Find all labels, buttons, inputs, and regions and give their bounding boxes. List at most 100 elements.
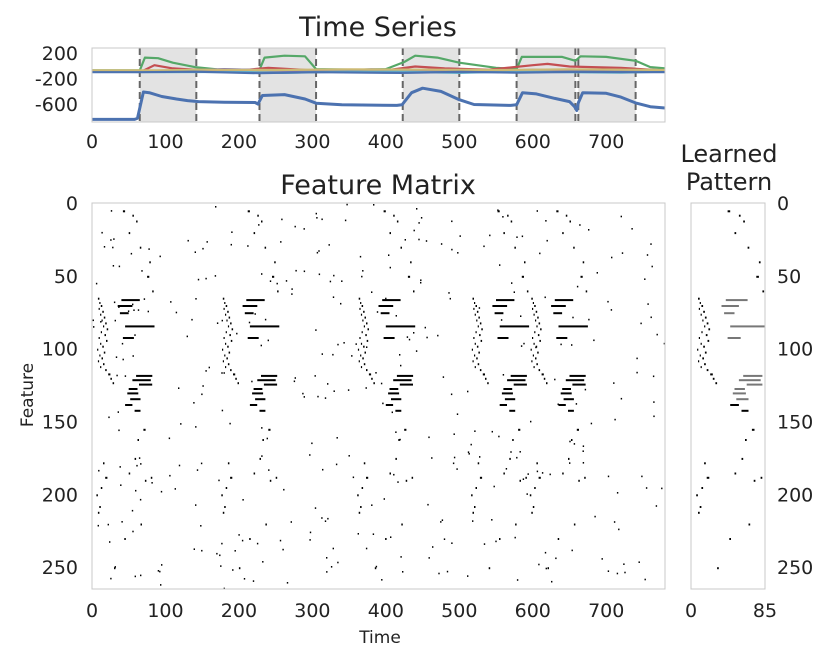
matrix-cell-147 — [360, 354, 362, 357]
matrix-noise-cell-60 — [256, 542, 259, 545]
matrix-noise-cell-261 — [103, 246, 106, 248]
matrix-cell-125 — [238, 567, 241, 570]
matrix-noise-cell-7 — [376, 311, 379, 313]
feature-matrix-y-ticks: 0 50 100 150 200 250 — [42, 193, 78, 579]
matrix-noise-cell-132 — [365, 387, 367, 389]
matrix-noise-cell-202 — [582, 450, 584, 452]
matrix-cell-289 — [569, 374, 586, 377]
matrix-noise-cell-5 — [161, 564, 163, 566]
matrix-noise-cell-148 — [389, 266, 391, 269]
matrix-cell-186 — [363, 462, 366, 465]
matrix-noise-cell-32 — [456, 468, 458, 470]
time-series-x-ticks: 0 100 200 300 400 500 600 700 — [86, 131, 624, 153]
matrix-cell-18 — [103, 351, 106, 354]
matrix-noise-cell-308 — [536, 210, 538, 212]
lp-y-tick-label: 100 — [777, 339, 813, 361]
matrix-cell-231 — [499, 404, 507, 406]
matrix-cell-30 — [125, 325, 155, 328]
matrix-noise-cell-296 — [309, 531, 312, 534]
matrix-noise-cell-322 — [395, 315, 397, 317]
matrix-cell-175 — [413, 290, 415, 293]
matrix-noise-cell-269 — [205, 370, 207, 372]
matrix-noise-cell-246 — [383, 498, 385, 500]
matrix-cell-280 — [538, 369, 541, 372]
lp-y-tick-label: 0 — [777, 193, 789, 215]
pattern-cell-40 — [741, 409, 749, 412]
matrix-cell-19 — [99, 354, 101, 357]
matrix-noise-cell-109 — [136, 464, 138, 467]
matrix-noise-cell-137 — [321, 517, 323, 519]
matrix-noise-cell-374 — [616, 572, 619, 575]
matrix-noise-cell-95 — [238, 534, 240, 536]
matrix-noise-cell-244 — [499, 264, 501, 266]
matrix-noise-cell-288 — [526, 493, 528, 495]
matrix-cell-43 — [136, 220, 138, 223]
matrix-cell-273 — [530, 348, 532, 351]
matrix-noise-cell-134 — [113, 238, 115, 240]
matrix-noise-cell-341 — [483, 543, 486, 545]
ts-y-tick-label: -200 — [35, 69, 78, 91]
matrix-noise-cell-240 — [241, 539, 244, 542]
matrix-noise-cell-27 — [594, 515, 596, 518]
matrix-noise-cell-160 — [390, 536, 392, 538]
matrix-noise-cell-247 — [385, 297, 387, 300]
matrix-cell-33 — [136, 374, 153, 377]
pattern-cell-47 — [762, 290, 765, 293]
matrix-noise-cell-232 — [137, 309, 140, 311]
matrix-cell-225 — [510, 374, 527, 377]
matrix-cell-151 — [360, 366, 363, 369]
matrix-noise-cell-274 — [266, 437, 268, 440]
matrix-cell-77 — [223, 337, 225, 339]
matrix-noise-cell-106 — [579, 224, 581, 226]
matrix-cell-38 — [130, 398, 141, 401]
matrix-cell-32 — [119, 312, 129, 315]
matrix-noise-cell-270 — [101, 231, 103, 234]
matrix-noise-cell-146 — [340, 302, 342, 305]
matrix-cell-1 — [99, 302, 101, 304]
matrix-cell-153 — [368, 373, 372, 376]
pattern-cell-17 — [697, 348, 699, 351]
fm-x-tick-label: 100 — [147, 600, 183, 622]
matrix-cell-251 — [519, 479, 521, 482]
matrix-noise-cell-275 — [393, 473, 395, 476]
matrix-noise-cell-31 — [186, 335, 188, 338]
matrix-noise-cell-212 — [420, 279, 422, 281]
pattern-cell-53 — [701, 487, 704, 489]
matrix-noise-cell-252 — [631, 228, 633, 230]
matrix-noise-cell-199 — [616, 492, 619, 494]
matrix-cell-244 — [503, 472, 505, 475]
matrix-noise-cell-175 — [127, 310, 130, 312]
matrix-cell-96 — [244, 312, 254, 315]
time-series-y-ticks: 200 -200 -600 — [35, 43, 78, 116]
matrix-noise-cell-102 — [293, 380, 296, 383]
matrix-noise-cell-323 — [557, 403, 559, 406]
matrix-cell-98 — [257, 379, 276, 382]
fm-y-tick-label: 250 — [42, 557, 78, 579]
matrix-noise-cell-127 — [614, 418, 616, 421]
matrix-cell-117 — [225, 487, 228, 489]
matrix-noise-cell-362 — [220, 565, 222, 567]
pattern-cell-45 — [747, 246, 750, 249]
matrix-cell-39 — [125, 404, 133, 406]
matrix-cell-109 — [264, 246, 267, 249]
matrix-noise-cell-242 — [244, 305, 246, 307]
matrix-noise-cell-280 — [118, 429, 120, 432]
matrix-cell-315 — [578, 479, 580, 482]
matrix-noise-cell-61 — [474, 430, 476, 432]
matrix-noise-cell-360 — [316, 251, 319, 254]
matrix-cell-247 — [474, 506, 476, 508]
matrix-noise-cell-192 — [636, 357, 638, 360]
matrix-noise-cell-208 — [115, 356, 118, 358]
matrix-noise-cell-188 — [178, 464, 181, 467]
matrix-noise-cell-179 — [573, 443, 576, 445]
matrix-noise-cell-190 — [497, 209, 499, 211]
matrix-cell-233 — [497, 210, 500, 213]
matrix-noise-cell-293 — [446, 570, 449, 573]
feature-matrix-title: Feature Matrix — [280, 170, 476, 201]
matrix-noise-cell-93 — [168, 437, 171, 440]
matrix-noise-cell-236 — [194, 251, 196, 253]
matrix-noise-cell-52 — [195, 298, 197, 300]
matrix-cell-35 — [139, 383, 153, 386]
matrix-cell-205 — [473, 337, 475, 339]
matrix-cell-169 — [383, 210, 386, 213]
